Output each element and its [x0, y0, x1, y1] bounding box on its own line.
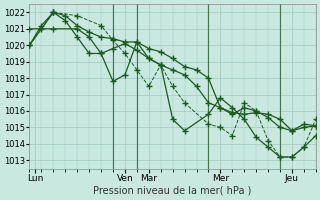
- X-axis label: Pression niveau de la mer( hPa ): Pression niveau de la mer( hPa ): [93, 186, 252, 196]
